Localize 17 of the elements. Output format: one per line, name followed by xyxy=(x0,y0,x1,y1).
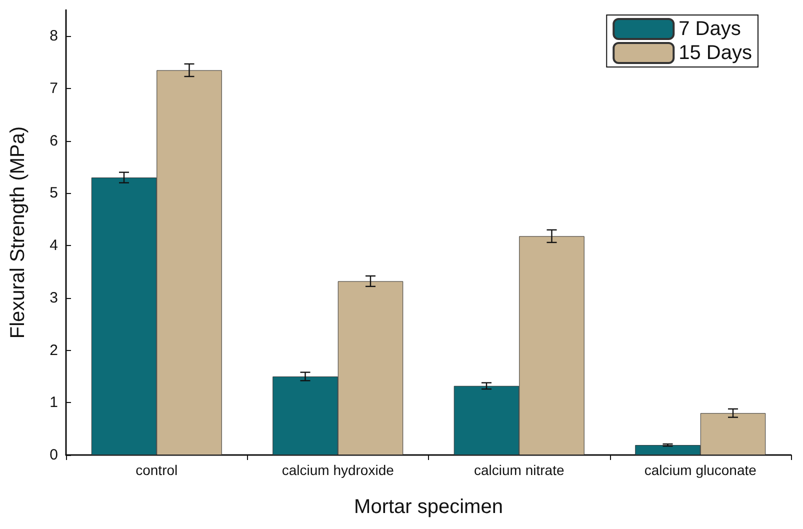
y-tick-label: 7 xyxy=(50,80,58,98)
y-tick-label: 8 xyxy=(50,28,58,45)
legend-label: 7 Days xyxy=(678,18,741,40)
y-axis-title: Flexural Strength (MPa) xyxy=(7,126,29,339)
legend-label: 15 Days xyxy=(678,42,752,64)
y-tick-label: 4 xyxy=(50,237,58,254)
y-tick-label: 2 xyxy=(50,342,58,359)
y-tick-label: 0 xyxy=(50,446,58,464)
x-tick-label: control xyxy=(136,462,178,478)
x-tick-label: calcium hydroxide xyxy=(282,462,394,478)
x-tick-label: calcium gluconate xyxy=(644,462,757,478)
y-tick-label: 5 xyxy=(50,184,58,202)
y-tick-label: 6 xyxy=(50,132,58,150)
x-axis-title: Mortar specimen xyxy=(354,496,503,518)
y-tick-label: 1 xyxy=(50,394,58,412)
y-tick-label: 3 xyxy=(50,289,58,306)
x-tick-label: calcium nitrate xyxy=(474,462,564,478)
